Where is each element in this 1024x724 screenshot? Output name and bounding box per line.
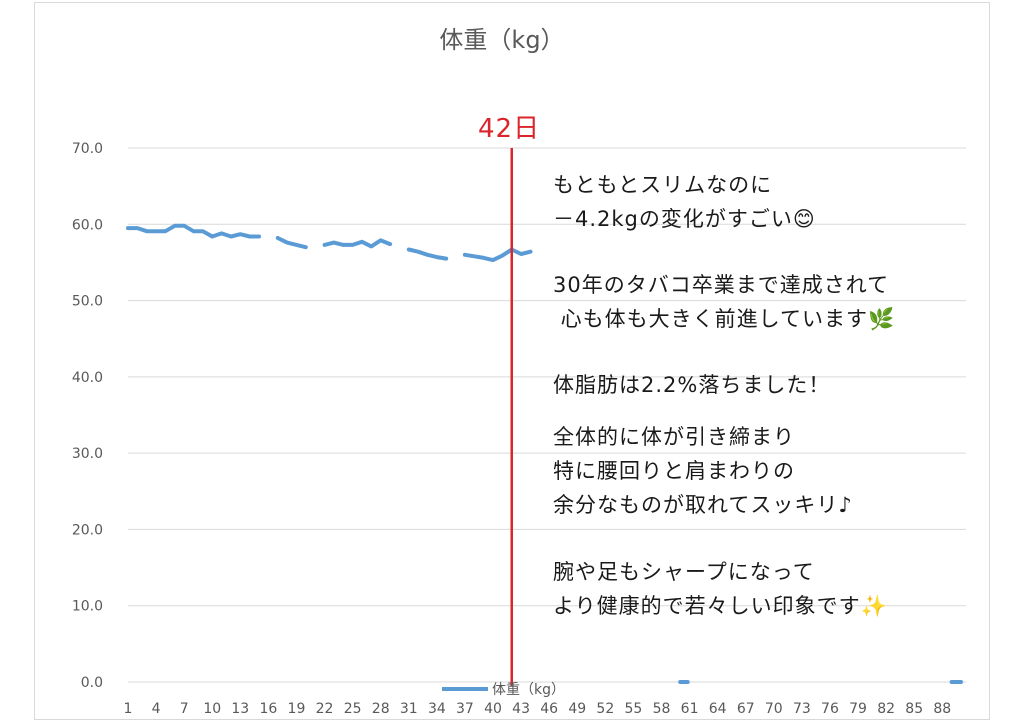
x-tick-label: 25 xyxy=(344,701,362,717)
x-tick-label: 49 xyxy=(568,701,586,717)
x-tick-label: 64 xyxy=(709,701,727,717)
legend-label: 体重（kg） xyxy=(492,682,565,698)
x-tick-label: 40 xyxy=(484,701,502,717)
x-tick-label: 85 xyxy=(905,701,923,717)
series-lines xyxy=(126,223,963,684)
series-segment-1 xyxy=(275,236,308,250)
x-tick-label: 22 xyxy=(316,701,334,717)
x-tick-labels: 1 4 7 10 13 16 19 22 25 28 31 34 37 40 43 46 49 52 55 58 61 6… xyxy=(124,701,952,717)
x-tick-label: 43 xyxy=(512,701,530,717)
x-tick-label: 76 xyxy=(821,701,839,717)
y-tick-label: 70.0 xyxy=(72,141,103,157)
x-tick-label: 70 xyxy=(765,701,783,717)
series-segment-3 xyxy=(406,247,449,261)
annotation-toning: 全体的に体が引き締まり 特に腰回りと肩まわりの 余分なものが取れてスッキリ♪ xyxy=(553,425,853,517)
x-tick-label: 13 xyxy=(231,701,249,717)
x-tick-label: 37 xyxy=(456,701,474,717)
x-tick-label: 67 xyxy=(737,701,755,717)
gridlines xyxy=(128,147,966,683)
x-tick-label: 16 xyxy=(259,701,277,717)
y-tick-label: 0.0 xyxy=(81,675,103,691)
annotation-smoking: 30年のタバコ卒業まで達成されて 心も体も大きく前進しています🌿 xyxy=(553,273,896,331)
x-tick-label: 28 xyxy=(372,701,390,717)
x-tick-label: 52 xyxy=(596,701,614,717)
chart-title: 体重（kg） xyxy=(439,26,564,54)
annotation-weight-change: もともとスリムなのに －4.2kgの変化がすごい😊 xyxy=(553,173,816,231)
x-tick-label: 10 xyxy=(203,701,221,717)
y-tick-label: 40.0 xyxy=(72,370,103,386)
x-tick-label: 58 xyxy=(653,701,671,717)
x-tick-label: 1 xyxy=(124,701,133,717)
x-tick-label: 88 xyxy=(933,701,951,717)
y-tick-label: 60.0 xyxy=(72,217,103,233)
day-marker-label: 42日 xyxy=(478,114,541,144)
x-tick-label: 4 xyxy=(152,701,161,717)
annotation-body-fat: 体脂肪は2.2%落ちました！ xyxy=(553,373,831,397)
series-segment-2 xyxy=(322,238,393,249)
y-tick-labels: 0.0 10.0 20.0 30.0 40.0 50.0 60.0 70.0 xyxy=(72,141,103,691)
y-tick-label: 10.0 xyxy=(72,599,103,615)
y-tick-label: 30.0 xyxy=(72,446,103,462)
y-tick-label: 20.0 xyxy=(72,522,103,538)
x-tick-label: 73 xyxy=(793,701,811,717)
y-tick-label: 50.0 xyxy=(72,294,103,310)
x-tick-label: 55 xyxy=(625,701,643,717)
annotation-limbs: 腕や足もシャープになって より健康的で若々しい印象です✨ xyxy=(553,560,888,618)
x-tick-label: 82 xyxy=(877,701,895,717)
series-segment-0 xyxy=(126,223,261,239)
x-tick-label: 61 xyxy=(681,701,699,717)
x-tick-label: 19 xyxy=(288,701,306,717)
x-tick-label: 31 xyxy=(400,701,418,717)
legend: 体重（kg） xyxy=(442,682,565,698)
series-segment-4 xyxy=(462,247,533,263)
x-tick-label: 46 xyxy=(540,701,558,717)
x-tick-label: 7 xyxy=(180,701,189,717)
x-tick-label: 79 xyxy=(849,701,867,717)
x-tick-label: 34 xyxy=(428,701,446,717)
